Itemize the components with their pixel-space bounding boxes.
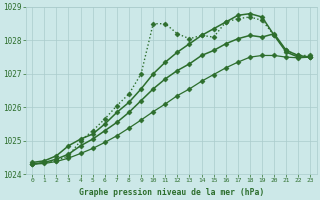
- X-axis label: Graphe pression niveau de la mer (hPa): Graphe pression niveau de la mer (hPa): [79, 188, 264, 197]
